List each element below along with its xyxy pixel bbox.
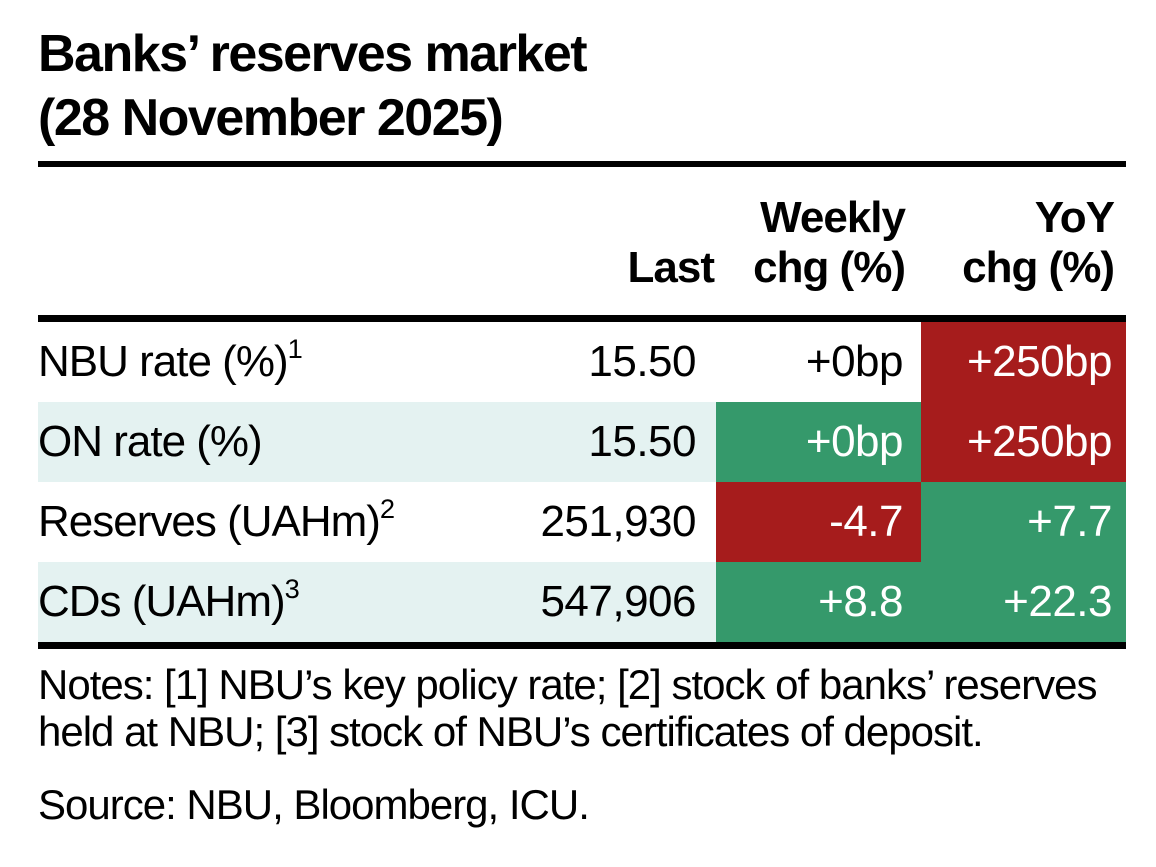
cell-yoy-chg: +7.7 <box>921 482 1126 563</box>
cell-weekly-chg: +8.8 <box>716 562 921 643</box>
figure-title-line2: (28 November 2025) <box>38 89 504 148</box>
column-header-weekly-line1: Weekly <box>760 192 906 242</box>
cell-yoy-chg: +22.3 <box>921 562 1126 643</box>
figure-title: Banks’ reserves market (28 November 2025… <box>38 22 1126 151</box>
table-bottom-divider <box>38 642 1126 650</box>
cell-last: 251,930 <box>540 497 696 547</box>
cell-weekly-chg: +0bp <box>716 402 921 483</box>
row-label-text: Reserves (UAHm) <box>38 497 381 547</box>
column-header-yoy-line1: YoY <box>1034 192 1115 242</box>
row-label-text: ON rate (%) <box>38 417 263 467</box>
table-header-row: Last Weekly chg (%) YoY chg (%) <box>38 167 1126 315</box>
column-header-last: Last <box>478 243 716 293</box>
cell-last: 15.50 <box>588 337 696 387</box>
cell-last: 15.50 <box>478 402 716 483</box>
reserves-market-figure: Banks’ reserves market (28 November 2025… <box>38 22 1126 829</box>
source-line: Source: NBU, Bloomberg, ICU. <box>38 781 590 829</box>
title-divider <box>38 160 1126 167</box>
row-label: Reserves (UAHm) 2 <box>38 492 395 547</box>
column-header-yoy-line2: chg (%) <box>962 243 1115 293</box>
row-label: NBU rate (%) 1 <box>38 332 303 387</box>
header-divider <box>38 315 1126 323</box>
row-label: ON rate (%) <box>38 402 478 483</box>
table-row-reserves: Reserves (UAHm) 2 251,930 -4.7 +7.7 <box>38 482 1126 563</box>
column-header-yoy-chg: YoY chg (%) <box>921 193 1126 293</box>
cell-weekly-chg: +0bp <box>805 337 904 387</box>
cell-last: 547,906 <box>478 562 716 643</box>
table-row-on-rate: ON rate (%) 15.50 +0bp +250bp <box>38 402 1126 483</box>
column-header-last-line1: Last <box>627 243 715 293</box>
row-label: CDs (UAHm) 3 <box>38 562 478 643</box>
footnotes: Notes: [1] NBU’s key policy rate; [2] st… <box>38 661 1126 755</box>
table-row-nbu-rate: NBU rate (%) 1 15.50 +0bp +250bp <box>38 322 1126 403</box>
footnotes-line2: held at NBU; [3] stock of NBU’s certific… <box>38 708 984 756</box>
column-header-weekly-line2: chg (%) <box>753 243 906 293</box>
cell-weekly-chg: -4.7 <box>716 482 921 563</box>
column-header-weekly-chg: Weekly chg (%) <box>716 193 921 293</box>
footnotes-line1: Notes: [1] NBU’s key policy rate; [2] st… <box>38 661 1097 709</box>
row-label-text: NBU rate (%) <box>38 337 289 387</box>
cell-yoy-chg: +250bp <box>921 402 1126 483</box>
row-label-text: CDs (UAHm) <box>38 577 286 627</box>
figure-title-line1: Banks’ reserves market <box>38 25 588 83</box>
cell-yoy-chg: +250bp <box>921 322 1126 403</box>
table-row-cds: CDs (UAHm) 3 547,906 +8.8 +22.3 <box>38 562 1126 643</box>
